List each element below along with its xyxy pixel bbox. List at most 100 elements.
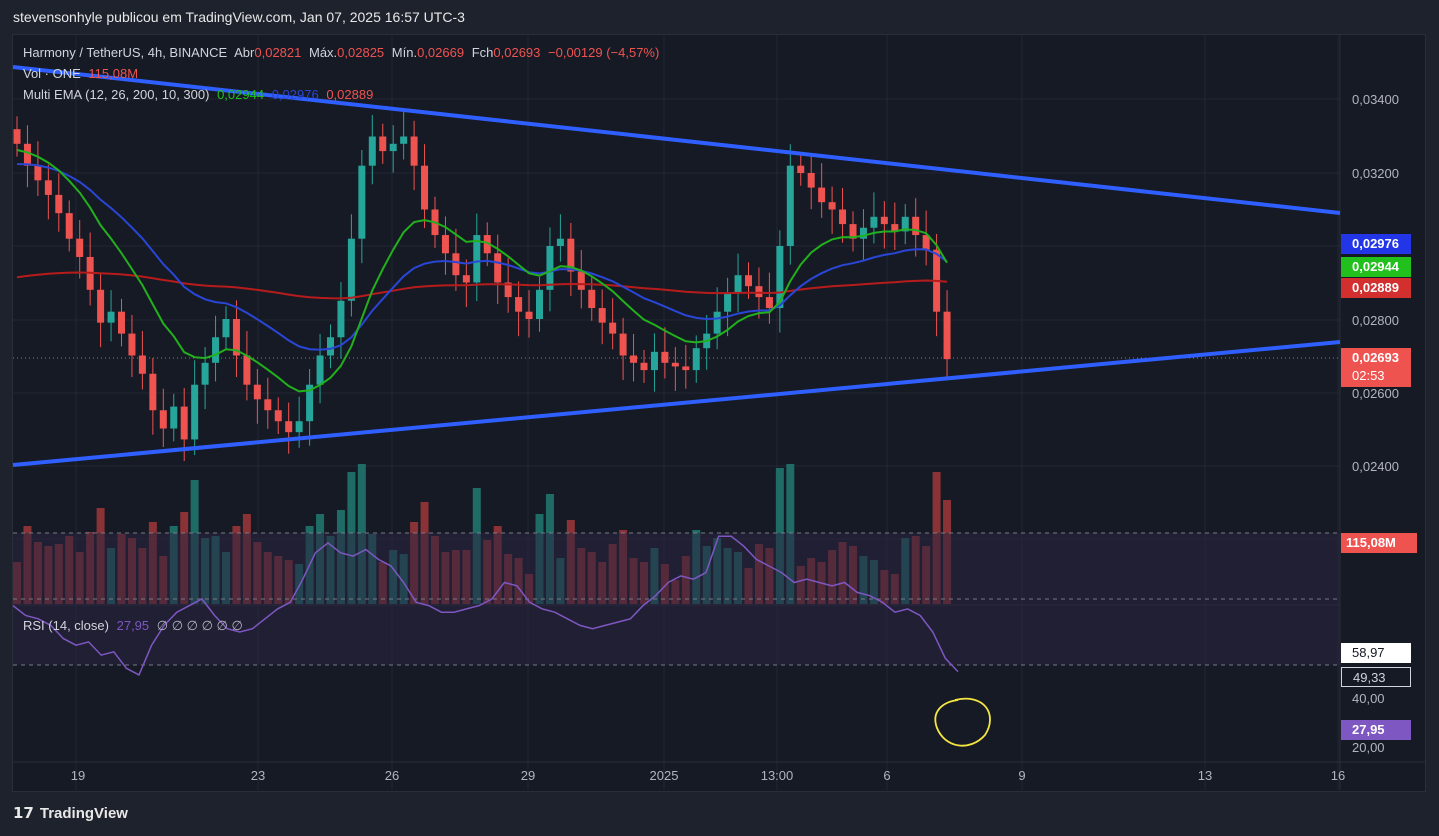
time-axis-tick: 13 — [1198, 768, 1212, 783]
candle-body — [149, 373, 157, 411]
candle-body — [619, 333, 627, 356]
ema200-value: 0,02889 — [326, 87, 374, 102]
close-value: 0,02693 — [493, 45, 541, 60]
candle-body — [285, 421, 293, 433]
last-price-value: 0,02693 — [1352, 350, 1399, 365]
footer-brand: TradingView — [39, 805, 128, 822]
candle-body — [912, 216, 920, 236]
ema12-line — [16, 149, 948, 393]
candle-body — [525, 311, 533, 319]
high-value: 0,02825 — [337, 45, 385, 60]
candle-body — [253, 384, 261, 400]
candle-body — [609, 322, 617, 334]
candle-body — [34, 165, 42, 181]
ema12-price-tag: 0,02944 — [1341, 257, 1411, 277]
time-axis-tick: 19 — [71, 768, 85, 783]
candle-body — [264, 399, 272, 411]
ema200-line — [16, 271, 948, 300]
candle-body — [755, 286, 763, 298]
candle-body — [797, 165, 805, 173]
candle-body — [870, 216, 878, 228]
volume-price-tag: 115,08M — [1341, 533, 1417, 553]
candle-body — [232, 319, 240, 356]
candle-body — [76, 238, 84, 257]
ema12-value: 0,02944 — [217, 87, 265, 102]
candle-body — [734, 275, 742, 294]
time-axis-tick: 13:00 — [761, 768, 794, 783]
candle-body — [452, 253, 460, 276]
candle-body — [630, 355, 638, 363]
ema26-line — [16, 163, 948, 351]
candle-body — [483, 235, 491, 254]
candle-body — [389, 143, 397, 152]
candle-body — [661, 351, 669, 363]
candle-body — [274, 410, 282, 422]
candle-body — [243, 355, 251, 385]
countdown-value: 02:53 — [1352, 368, 1385, 383]
candle-body — [379, 136, 387, 152]
candle-body — [640, 362, 648, 371]
tradingview-footer[interactable]: 𝟭𝟳 TradingView — [13, 804, 128, 822]
ema200-price-tag: 0,02889 — [1341, 278, 1411, 298]
tradingview-logo-icon: 𝟭𝟳 — [13, 805, 34, 822]
close-label: Fch — [471, 45, 494, 60]
ema-label: Multi EMA (12, 26, 200, 10, 300) — [23, 87, 210, 102]
rsi-value-tag: 27,95 — [1341, 720, 1411, 740]
candle-body — [421, 165, 429, 210]
ema26-value: 0,02976 — [271, 87, 319, 102]
time-axis-tick: 29 — [521, 768, 535, 783]
candle-body — [107, 311, 115, 323]
candle-body — [577, 271, 585, 290]
price-axis-tick: 0,02800 — [1352, 313, 1399, 328]
time-axis-tick: 16 — [1331, 768, 1345, 783]
candle-body — [650, 351, 658, 371]
ema-legend: Multi EMA (12, 26, 200, 10, 300) 0,02944… — [23, 87, 377, 102]
candle-body — [588, 289, 596, 309]
open-label: Abr — [234, 45, 255, 60]
rsi-label: RSI (14, close) — [23, 618, 109, 633]
candle-body — [23, 143, 31, 166]
time-axis-tick: 23 — [251, 768, 265, 783]
candle-body — [13, 129, 21, 144]
candle-body — [745, 275, 752, 287]
candle-body — [138, 355, 146, 374]
chart-panel[interactable] — [12, 34, 1426, 792]
price-axis-tick: 0,03200 — [1352, 166, 1399, 181]
candle-body — [891, 224, 899, 232]
candle-body — [97, 289, 105, 323]
candle-body — [765, 297, 773, 309]
time-axis-tick: 26 — [385, 768, 399, 783]
candle-body — [441, 235, 449, 254]
rsi-upper-tag: 58,97 — [1341, 643, 1411, 663]
volume-value: 115,08M — [88, 66, 139, 81]
high-label: Máx. — [309, 45, 338, 60]
price-axis-tick: 0,03400 — [1352, 92, 1399, 107]
price-axis-tick: 0,02600 — [1352, 386, 1399, 401]
open-value: 0,02821 — [254, 45, 302, 60]
candle-body — [713, 311, 721, 334]
candle-body — [55, 194, 63, 214]
candle-body — [316, 355, 324, 385]
candle-body — [128, 333, 136, 356]
lower-trendline — [12, 340, 1341, 467]
candle-body — [682, 366, 690, 371]
rsi-axis-tick: 20,00 — [1352, 740, 1385, 755]
change-value: −0,00129 (−4,57%) — [548, 45, 660, 60]
candle-body — [504, 282, 512, 298]
candle-body — [692, 348, 700, 371]
volume-legend: Vol · ONE 115,08M — [23, 66, 142, 81]
candle-body — [212, 337, 220, 363]
candle-body — [828, 202, 836, 210]
candle-body — [922, 235, 930, 250]
volume-label: Vol · ONE — [23, 66, 81, 81]
ema26-price-tag: 0,02976 — [1341, 234, 1411, 254]
candle-body — [818, 187, 826, 203]
candle-body — [306, 384, 314, 422]
candle-body — [222, 319, 230, 338]
time-axis-tick: 9 — [1018, 768, 1025, 783]
candle-body — [358, 165, 366, 239]
candle-body — [839, 209, 847, 225]
candle-body — [65, 213, 73, 239]
candle-body — [536, 289, 543, 319]
